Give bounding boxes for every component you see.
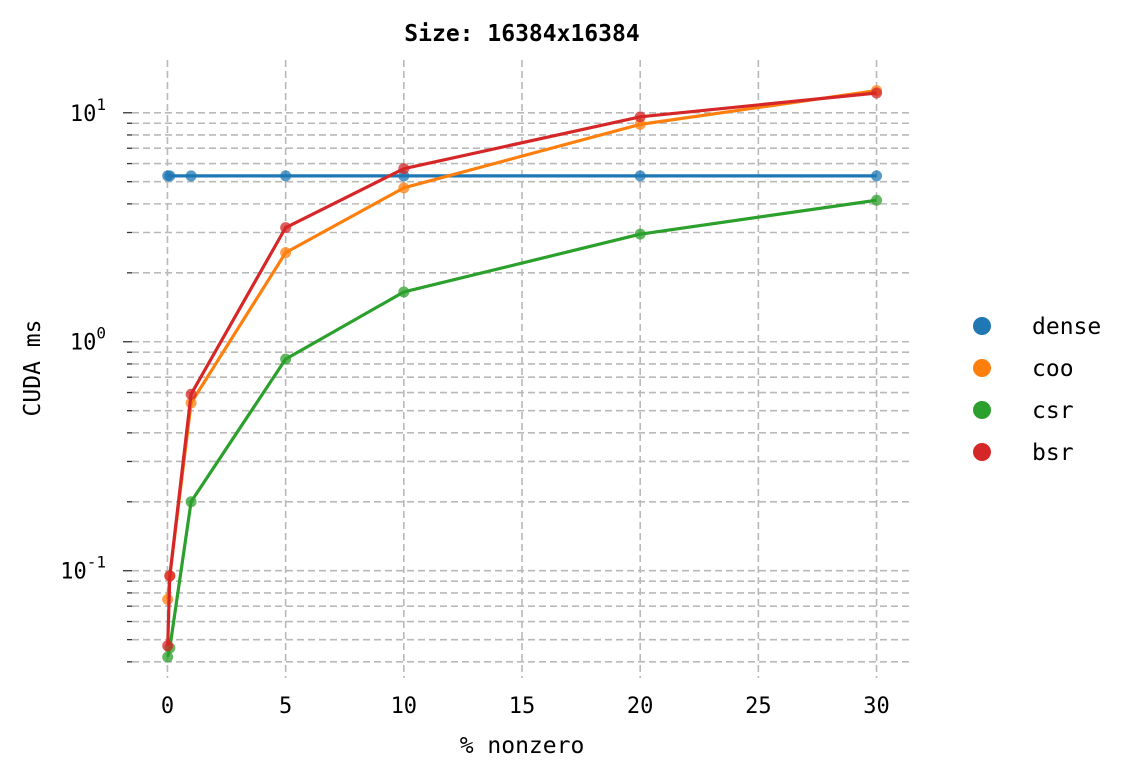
data-point	[164, 170, 176, 182]
series-dense	[162, 170, 883, 182]
x-tick-label: 25	[745, 694, 772, 719]
x-axis-label: % nonzero	[460, 733, 585, 759]
data-point	[280, 247, 292, 259]
x-tick-label: 10	[391, 694, 418, 719]
data-point	[634, 111, 646, 123]
legend-marker	[973, 317, 991, 335]
data-point	[634, 170, 646, 182]
legend-label: coo	[1032, 356, 1074, 382]
x-tick-label: 0	[161, 694, 174, 719]
data-point	[871, 87, 883, 99]
legend-label: csr	[1032, 398, 1074, 424]
data-point	[634, 228, 646, 240]
legend-marker	[973, 401, 991, 419]
data-point	[162, 640, 174, 652]
legend: dense coo csr bsr	[973, 314, 1101, 466]
data-point	[280, 222, 292, 234]
data-point	[185, 388, 197, 400]
series-bsr	[162, 87, 883, 652]
legend-marker	[973, 359, 991, 377]
data-point	[398, 163, 410, 175]
y-tick-label: 100	[70, 324, 106, 356]
legend-marker	[973, 443, 991, 461]
y-tick-label: 101	[70, 95, 106, 127]
x-tick-label: 5	[279, 694, 292, 719]
data-point	[185, 496, 197, 508]
y-minor-ticks	[123, 112, 132, 663]
series-group	[162, 85, 883, 663]
data-point	[634, 118, 646, 130]
data-point	[280, 353, 292, 365]
x-tick-labels: 0 5 10 15 20 25 30	[161, 694, 890, 719]
legend-label: bsr	[1032, 440, 1074, 466]
data-point	[280, 170, 292, 182]
data-point	[871, 194, 883, 206]
x-tick-label: 20	[627, 694, 654, 719]
data-point	[398, 182, 410, 194]
data-point	[871, 170, 883, 182]
legend-label: dense	[1032, 314, 1101, 340]
y-axis-label: CUDA ms	[20, 320, 46, 417]
data-point	[164, 570, 176, 582]
x-tick-label: 30	[863, 694, 890, 719]
data-point	[185, 170, 197, 182]
data-point	[398, 286, 410, 298]
y-tick-labels: 10-1 100 101	[60, 95, 106, 585]
grid-lines	[132, 60, 912, 678]
x-tick-label: 15	[509, 694, 536, 719]
data-point	[162, 651, 174, 663]
y-tick-label: 10-1	[60, 553, 106, 585]
chart-title: Size: 16384x16384	[404, 21, 639, 47]
